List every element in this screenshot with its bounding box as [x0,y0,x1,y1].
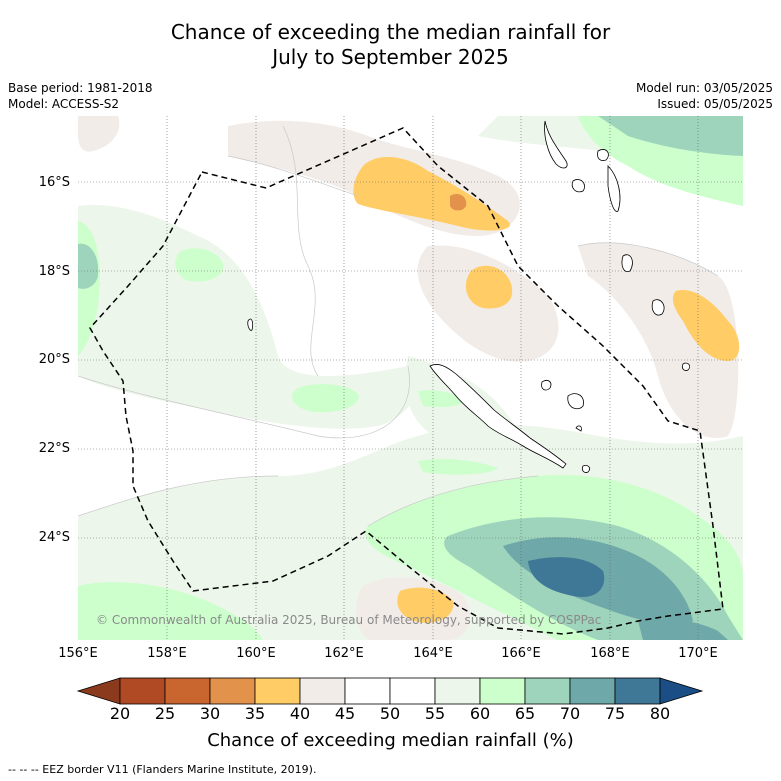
colorbar-tick-label: 60 [469,704,491,723]
new-caledonia-island [429,364,567,469]
colorbar-cell [344,677,391,705]
colorbar-tick-label: 25 [154,704,176,723]
lon-label-156e: 156°E [58,646,98,661]
colorbar-cell [434,677,481,705]
colorbar-tick-label: 35 [244,704,266,723]
colorbar-cell [209,677,256,705]
region-70-west [78,243,99,289]
region-35-south [397,587,454,623]
region-65-se-strip [418,458,498,475]
colorbar-tick-label: 65 [514,704,536,723]
title-line-1: Chance of exceeding the median rainfall … [170,20,611,44]
other-islands [247,120,691,473]
lat-label-24s: 24°S [38,530,70,545]
gridlines [78,116,743,640]
chart-title: Chance of exceeding the median rainfall … [0,20,781,70]
colorbar-cells [76,677,704,705]
meta-right: Model run: 03/05/2025 Issued: 05/05/2025 [636,80,773,112]
region-35-east [672,290,740,361]
model-name: Model: ACCESS-S2 [8,97,120,111]
colorbar-tick-label: 80 [649,704,671,723]
eez-footnote: -- -- -- EEZ border V11 (Flanders Marine… [8,763,317,776]
region-75-se [638,619,728,640]
colorbar-cell [254,677,301,705]
colorbar-extend-low [76,677,121,705]
colorbar-tick-label: 45 [334,704,356,723]
colorbar-tick-label: 20 [109,704,131,723]
colorbar-cell [524,677,571,705]
lat-label-16s: 16°S [38,175,70,190]
region-70-ne [598,116,743,156]
region-65-center [292,384,359,413]
colorbar-tick-label: 30 [199,704,221,723]
lon-label-168e: 168°E [590,646,630,661]
copyright-notice: © Commonwealth of Australia 2025, Bureau… [96,613,602,627]
colorbar-cell [299,677,346,705]
lon-label-160e: 160°E [236,646,276,661]
region-35-mid [465,265,513,309]
model-run: Model run: 03/05/2025 [635,81,773,95]
colorbar-tick-label: 75 [604,704,626,723]
lon-label-166e: 166°E [501,646,541,661]
eez-border [89,127,724,635]
region-40-topleft [78,116,120,152]
colorbar-cell [164,677,211,705]
region-65-west-blob [175,248,224,282]
region-30-top [450,194,467,211]
lat-label-22s: 22°S [38,441,70,456]
region-65-sw [78,582,263,640]
lat-label-18s: 18°S [38,264,70,279]
title-line-2: July to September 2025 [272,45,509,69]
region-65-nc [418,390,463,408]
colorbar-tick-label: 55 [424,704,446,723]
lon-label-158e: 158°E [147,646,187,661]
colorbar-cell [389,677,436,705]
colorbar-cell [119,677,166,705]
lon-label-170e: 170°E [678,646,718,661]
lat-label-20s: 20°S [38,352,70,367]
lon-label-164e: 164°E [413,646,453,661]
map-svg [78,116,743,640]
region-80-south [528,557,605,597]
meta-left: Base period: 1981-2018 Model: ACCESS-S2 [8,80,153,112]
colorbar-tick-label: 70 [559,704,581,723]
region-60-west [78,205,423,429]
issued-date: Issued: 05/05/2025 [657,97,773,111]
colorbar [76,677,704,705]
base-period: Base period: 1981-2018 [8,81,153,95]
rainfall-map: © Commonwealth of Australia 2025, Bureau… [78,116,743,640]
colorbar-tick-label: 40 [289,704,311,723]
colorbar-cell [479,677,526,705]
contour-lines [78,125,719,527]
colorbar-tick-label: 50 [379,704,401,723]
colorbar-label: Chance of exceeding median rainfall (%) [207,730,574,751]
colorbar-extend-high [659,677,704,705]
colorbar-cell [569,677,616,705]
region-35-top [353,156,510,231]
lon-label-162e: 162°E [324,646,364,661]
colorbar-cell [614,677,661,705]
